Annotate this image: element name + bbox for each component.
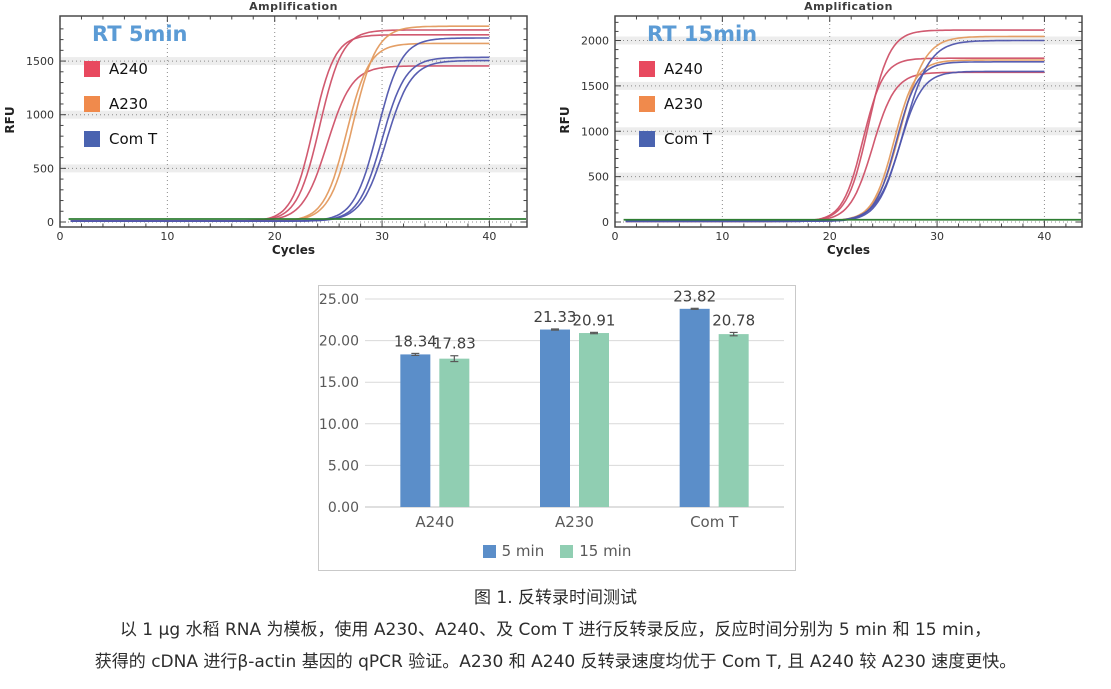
a240-swatch-icon: [84, 61, 100, 77]
legend-item-comt: Com T: [84, 130, 157, 148]
legend-item-a230: A230: [639, 95, 712, 113]
a230-swatch-icon: [84, 96, 100, 112]
legend-label: A230: [109, 95, 148, 113]
svg-text:Com T: Com T: [690, 513, 739, 531]
amp-plot-rt5: 0 10 20 30 40 0 500 1000 1500 Amplification RT 5…: [0, 0, 555, 262]
figure-caption: 图 1. 反转录时间测试 以 1 μg 水稻 RNA 为模板，使用 A230、A…: [0, 582, 1111, 678]
amp-legend: A240 A230 Com T: [639, 60, 712, 148]
legend-label: Com T: [664, 130, 713, 148]
legend-item-a240: A240: [639, 60, 712, 78]
svg-text:25.00: 25.00: [319, 292, 359, 308]
legend-item-15min: 15 min: [560, 542, 631, 560]
svg-text:20.00: 20.00: [319, 334, 359, 350]
y-axis-label: RFU: [558, 106, 572, 134]
legend-label: A230: [664, 95, 703, 113]
5min-swatch-icon: [482, 544, 496, 558]
figure-caption-title: 图 1. 反转录时间测试: [473, 588, 638, 608]
svg-text:0: 0: [602, 216, 609, 229]
legend-label: 15 min: [579, 542, 632, 560]
svg-text:0: 0: [57, 230, 64, 243]
a240-swatch-icon: [639, 61, 655, 77]
svg-text:15.00: 15.00: [319, 375, 359, 391]
legend-label: Com T: [109, 130, 158, 148]
svg-text:17.83: 17.83: [433, 335, 476, 353]
svg-text:0: 0: [612, 230, 619, 243]
svg-text:30: 30: [930, 230, 944, 243]
amp-plot-rt15-canvas: 0 10 20 30 40 0 500 1000 1500 2000: [581, 15, 1083, 243]
y-axis-label: RFU: [3, 106, 17, 134]
svg-text:0: 0: [47, 216, 54, 229]
svg-text:1500: 1500: [581, 80, 609, 93]
svg-text:10.00: 10.00: [319, 417, 359, 433]
comt-swatch-icon: [639, 131, 655, 147]
svg-text:A230: A230: [555, 513, 594, 531]
svg-text:500: 500: [588, 171, 609, 184]
svg-text:20: 20: [268, 230, 282, 243]
a230-swatch-icon: [639, 96, 655, 112]
svg-text:1500: 1500: [26, 55, 54, 68]
15min-swatch-icon: [560, 544, 574, 558]
figure-caption-line3: 获得的 cDNA 进行β-actin 基因的 qPCR 验证。A230 和 A2…: [94, 652, 1017, 672]
comt-swatch-icon: [84, 131, 100, 147]
ct-bar-chart: 0.00 5.00 10.00 15.00 20.00 25.00 A240 18.34 17.…: [318, 285, 796, 571]
bar-chart-legend: 5 min 15 min: [319, 542, 795, 560]
x-axis-label: Cycles: [826, 243, 871, 257]
amplification-plots-row: 0 10 20 30 40 0 500 1000 1500 Amplification RT 5…: [0, 0, 1111, 262]
svg-text:23.82: 23.82: [673, 287, 716, 305]
svg-text:1000: 1000: [581, 125, 609, 138]
x-axis-label: Cycles: [271, 243, 316, 257]
svg-text:21.33: 21.33: [534, 308, 577, 326]
svg-text:10: 10: [160, 230, 174, 243]
amp-plot-rt15: 0 10 20 30 40 0 500 1000 1500 2000 Amplification …: [555, 0, 1110, 262]
amp-legend: A240 A230 Com T: [84, 60, 157, 148]
ct-bar-chart-canvas: 0.00 5.00 10.00 15.00 20.00 25.00 A240 18.3417.…: [319, 287, 784, 531]
figure-caption-line2: 以 1 μg 水稻 RNA 为模板，使用 A230、A240、及 Com T 进…: [119, 620, 992, 640]
svg-text:A240: A240: [415, 513, 454, 531]
panel-label-rt5: RT 5min: [92, 22, 188, 46]
svg-text:500: 500: [33, 162, 54, 175]
svg-text:10: 10: [715, 230, 729, 243]
amp-plot-title: Amplification: [249, 0, 338, 13]
svg-text:40: 40: [482, 230, 496, 243]
legend-label: A240: [109, 60, 148, 78]
svg-text:40: 40: [1037, 230, 1051, 243]
svg-text:20.91: 20.91: [573, 311, 616, 329]
panel-label-rt15: RT 15min: [647, 22, 758, 46]
svg-text:20: 20: [823, 230, 837, 243]
svg-text:20.78: 20.78: [712, 311, 755, 329]
svg-text:2000: 2000: [581, 35, 609, 48]
legend-item-a240: A240: [84, 60, 157, 78]
amp-plot-rt5-canvas: 0 10 20 30 40 0 500 1000 1500: [26, 15, 528, 243]
legend-item-5min: 5 min: [482, 542, 545, 560]
amp-plot-title: Amplification: [804, 0, 893, 13]
svg-text:0.00: 0.00: [328, 500, 359, 516]
legend-label: A240: [664, 60, 703, 78]
svg-text:1000: 1000: [26, 109, 54, 122]
svg-text:30: 30: [375, 230, 389, 243]
legend-item-comt: Com T: [639, 130, 712, 148]
svg-text:18.34: 18.34: [394, 332, 437, 350]
legend-item-a230: A230: [84, 95, 157, 113]
svg-text:5.00: 5.00: [328, 458, 359, 474]
legend-label: 5 min: [501, 542, 545, 560]
